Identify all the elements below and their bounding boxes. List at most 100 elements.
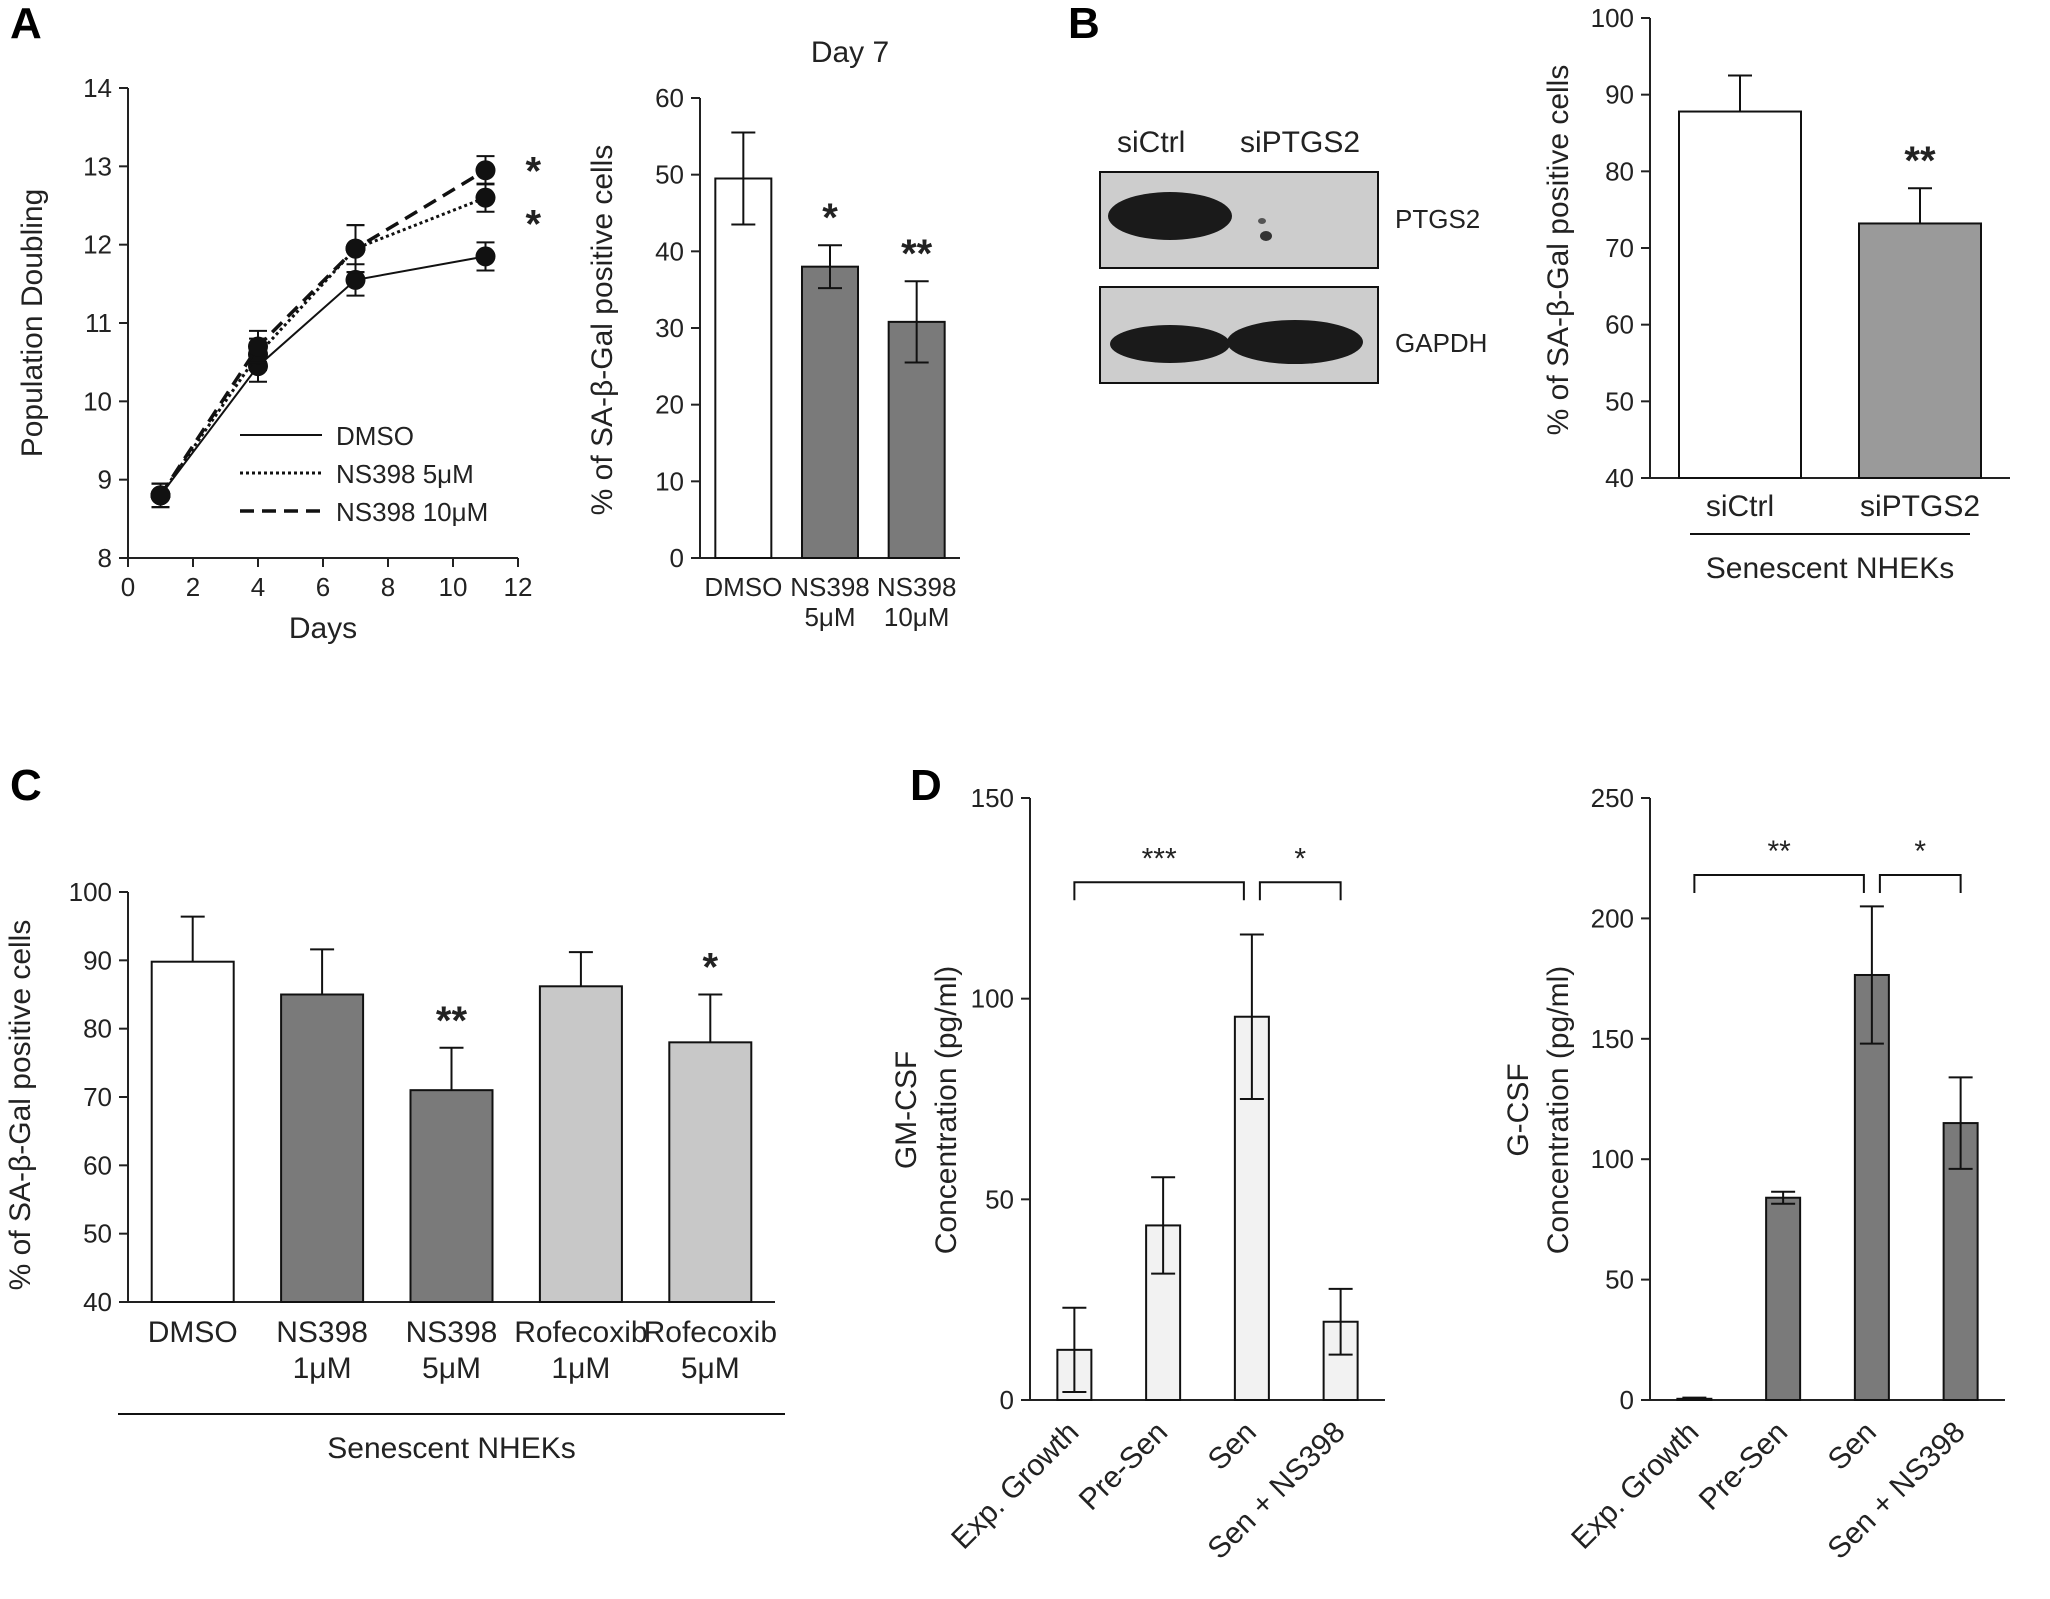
significance-bracket <box>1258 881 1342 901</box>
y-tick-label: 80 <box>1605 156 1634 186</box>
x-tick-label: Pre-Sen <box>1693 1416 1794 1517</box>
blot-band-label-gapdh: GAPDH <box>1395 328 1487 358</box>
legend-label: DMSO <box>336 421 414 451</box>
blot-lane-label-siptgs2: siPTGS2 <box>1240 126 1360 159</box>
x-axis-label: Days <box>289 612 357 645</box>
x-tick-label: Rofecoxib <box>514 1316 647 1349</box>
bar <box>538 985 623 1303</box>
x-tick-label: NS398 <box>790 572 870 602</box>
y-tick-label: 8 <box>98 543 112 573</box>
bar <box>714 177 773 559</box>
blot-band-label-ptgs2: PTGS2 <box>1395 204 1480 234</box>
y-tick-label: 200 <box>1591 903 1634 933</box>
y-tick-label: 10 <box>83 386 112 416</box>
panel-letter-c: C <box>10 761 42 810</box>
y-tick-label: 80 <box>83 1014 112 1044</box>
bar <box>801 265 859 559</box>
x-tick-label: siCtrl <box>1706 490 1774 523</box>
y-tick-label: 0 <box>670 543 684 573</box>
y-tick-label: 50 <box>83 1219 112 1249</box>
data-point <box>248 336 268 357</box>
y-tick-label: 100 <box>69 877 112 907</box>
y-axis-label-line: % of SA-β-Gal positive cells <box>1542 65 1575 436</box>
x-tick-label: 5μM <box>681 1352 740 1385</box>
y-tick-label: 250 <box>1591 783 1634 813</box>
y-tick-label: 50 <box>655 160 684 190</box>
x-tick-label: 5μM <box>804 602 855 632</box>
group-label: Senescent NHEKs <box>327 1432 575 1465</box>
x-tick-label: Rofecoxib <box>644 1316 777 1349</box>
y-axis-label-line: Population Doubling <box>16 189 49 458</box>
x-tick-label: 1μM <box>551 1352 610 1385</box>
y-tick-label: 30 <box>655 313 684 343</box>
gm-csf-concentration-chart: 0 50 100 150 GM-CSF Concentration (pg/ml) Exp.… <box>890 783 1385 1566</box>
y-tick-label: 13 <box>83 151 112 181</box>
y-tick-label: 14 <box>83 73 112 103</box>
significance-bracket <box>1073 881 1245 901</box>
significance-star: ** <box>436 999 468 1043</box>
bar <box>1765 1196 1802 1402</box>
y-tick-label: 50 <box>985 1184 1014 1214</box>
y-tick-label: 11 <box>85 308 112 338</box>
data-point <box>475 246 496 267</box>
bar <box>409 1089 494 1303</box>
y-axis-label: % of SA-β-Gal positive cells <box>1542 65 1575 436</box>
western-blot: siCtrl siPTGS2 PTGS2 GAPDH <box>1099 126 1487 384</box>
x-tick-label: 12 <box>504 572 533 602</box>
y-tick-label: 90 <box>83 945 112 975</box>
blot-ptgs2-membrane <box>1099 171 1379 269</box>
x-tick-label: Sen <box>1202 1416 1263 1477</box>
bar <box>1853 973 1890 1401</box>
x-tick-label: 10 <box>439 572 468 602</box>
x-tick-label: 10μM <box>884 602 950 632</box>
x-tick-label: Exp. Growth <box>945 1416 1085 1556</box>
y-tick-label: 12 <box>83 230 112 260</box>
series-line-solid <box>159 255 486 496</box>
panel-letter-d: D <box>910 761 942 810</box>
y-tick-label: 9 <box>98 465 112 495</box>
y-tick-label: 60 <box>83 1150 112 1180</box>
sipTGS2-sa-beta-gal-chart: 40 50 60 70 80 90 100 % of SA-β-Gal positive ce… <box>1542 3 2010 585</box>
y-tick-label: 0 <box>1620 1385 1634 1415</box>
blot-gapdh-band-siptgs2 <box>1227 320 1363 364</box>
y-axis-label: GM-CSF Concentration (pg/ml) <box>890 966 963 1254</box>
y-tick-label: 0 <box>1000 1385 1014 1415</box>
panel-letter-a: A <box>10 0 42 48</box>
x-tick-label: 5μM <box>422 1352 481 1385</box>
x-tick-label: NS398 <box>406 1316 498 1349</box>
significance-star: ** <box>901 232 933 276</box>
day7-sa-beta-gal-chart: 0 10 20 30 40 50 60 % of SA-β-Gal positive cell… <box>586 36 960 632</box>
y-tick-label: 40 <box>655 236 684 266</box>
data-point <box>345 238 366 259</box>
y-axis-label: % of SA-β-Gal positive cells <box>586 145 619 516</box>
series-line-dotted <box>159 196 487 497</box>
g-csf-concentration-chart: 0 50 100 150 200 250 G-CSF Concentration (pg/ml… <box>1502 783 2005 1566</box>
y-tick-label: 50 <box>1605 386 1634 416</box>
bar <box>1858 222 1982 479</box>
y-tick-label: 100 <box>1591 3 1634 33</box>
data-point <box>475 187 496 208</box>
x-tick-label: 4 <box>251 572 265 602</box>
x-tick-label: NS398 <box>877 572 957 602</box>
y-axis-label-line: % of SA-β-Gal positive cells <box>4 920 37 1291</box>
x-tick-label: 1μM <box>293 1352 352 1385</box>
y-axis-label-line: GM-CSF <box>890 1051 923 1169</box>
x-tick-label: 8 <box>381 572 395 602</box>
bar <box>150 960 235 1303</box>
y-tick-label: 90 <box>1605 80 1634 110</box>
bar <box>1678 110 1802 480</box>
significance-star: * <box>526 149 542 193</box>
blot-lane-label-sictrl: siCtrl <box>1117 126 1185 159</box>
bar <box>280 993 365 1303</box>
significance-star: * <box>703 946 719 990</box>
population-doubling-chart: 8 9 10 11 12 13 14 Population Doubling 0 2 4 6 8 10 12… <box>16 73 542 645</box>
y-tick-label: 70 <box>83 1082 112 1112</box>
legend-label: NS398 5μM <box>336 459 474 489</box>
significance-star: ** <box>1904 139 1936 183</box>
y-tick-label: 100 <box>971 984 1014 1014</box>
y-axis-label: % of SA-β-Gal positive cells <box>4 920 37 1291</box>
y-tick-label: 60 <box>1605 310 1634 340</box>
y-axis-label-line: G-CSF <box>1502 1063 1535 1156</box>
blot-gapdh-band-sictrl <box>1110 325 1230 363</box>
